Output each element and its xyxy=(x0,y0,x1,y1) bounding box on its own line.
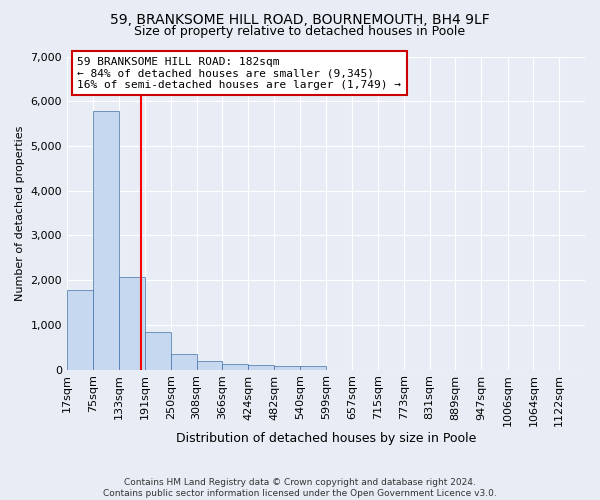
X-axis label: Distribution of detached houses by size in Poole: Distribution of detached houses by size … xyxy=(176,432,476,445)
Bar xyxy=(300,366,326,370)
Bar xyxy=(171,354,197,370)
Bar xyxy=(197,361,223,370)
Text: Size of property relative to detached houses in Poole: Size of property relative to detached ho… xyxy=(134,25,466,38)
Y-axis label: Number of detached properties: Number of detached properties xyxy=(15,126,25,300)
Bar xyxy=(248,365,274,370)
Text: Contains HM Land Registry data © Crown copyright and database right 2024.
Contai: Contains HM Land Registry data © Crown c… xyxy=(103,478,497,498)
Bar xyxy=(67,290,93,370)
Text: 59 BRANKSOME HILL ROAD: 182sqm
← 84% of detached houses are smaller (9,345)
16% : 59 BRANKSOME HILL ROAD: 182sqm ← 84% of … xyxy=(77,56,401,90)
Bar xyxy=(145,332,171,370)
Bar xyxy=(223,364,248,370)
Text: 59, BRANKSOME HILL ROAD, BOURNEMOUTH, BH4 9LF: 59, BRANKSOME HILL ROAD, BOURNEMOUTH, BH… xyxy=(110,12,490,26)
Bar xyxy=(119,278,145,370)
Bar xyxy=(93,111,119,370)
Bar xyxy=(274,366,300,370)
